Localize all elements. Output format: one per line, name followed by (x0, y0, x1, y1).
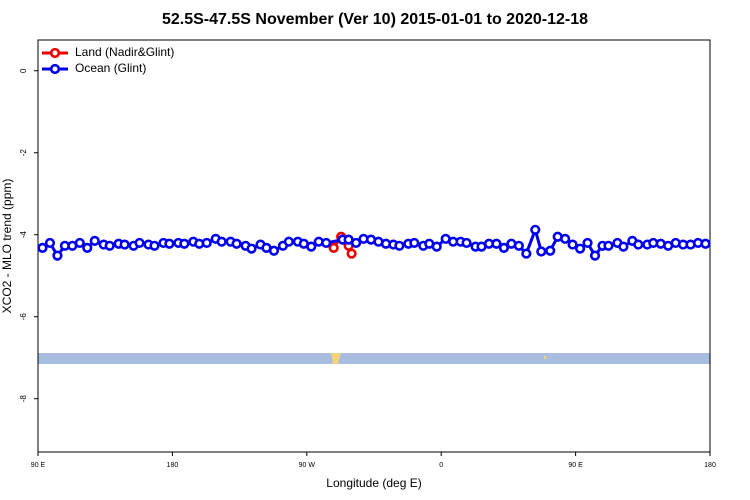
data-point (582, 237, 593, 249)
data-point (119, 239, 130, 250)
land-patch (331, 353, 341, 364)
data-point (521, 248, 532, 259)
y-tick-label: -4 (19, 231, 28, 239)
y-tick-label: 0 (19, 68, 28, 73)
y-axis-label: XCO2 - MLO trend (ppm) (0, 179, 14, 314)
legend-marker (49, 47, 61, 59)
x-tick-label: 90 E (568, 462, 583, 469)
data-point (328, 242, 339, 253)
x-axis-label: Longitude (deg E) (326, 476, 421, 490)
data-point (52, 250, 63, 261)
data-point (545, 245, 556, 256)
data-point (530, 224, 541, 235)
land-patch (544, 356, 546, 359)
data-point (283, 236, 294, 247)
x-tick-label: 180 (167, 462, 179, 469)
data-point (560, 233, 571, 244)
data-point (700, 238, 711, 249)
data-point (461, 237, 472, 249)
x-tick-label: 90 E (31, 462, 46, 469)
data-point (394, 240, 405, 251)
data-point (633, 239, 644, 250)
data-point (201, 237, 212, 249)
data-point (44, 237, 56, 249)
data-point (513, 240, 524, 251)
data-point (134, 237, 145, 249)
data-point (589, 250, 601, 261)
y-tick-label: -6 (19, 313, 28, 321)
data-point (246, 243, 257, 254)
data-point (306, 241, 317, 252)
data-point (618, 241, 629, 252)
y-tick-label: -2 (19, 149, 28, 157)
data-point (179, 238, 190, 249)
data-point (491, 238, 502, 249)
land-strip (38, 353, 710, 364)
data-point (431, 241, 442, 252)
data-point (498, 242, 510, 253)
data-point (37, 242, 48, 253)
x-tick-label: 90 W (299, 462, 316, 469)
data-point (346, 248, 357, 259)
legend-label: Land (Nadir&Glint) (75, 45, 174, 59)
data-point (149, 240, 160, 251)
x-tick-label: 0 (439, 462, 443, 469)
data-point (82, 242, 93, 253)
data-point (268, 245, 280, 256)
data-point (409, 237, 420, 249)
data-point (164, 238, 175, 249)
data-point (321, 237, 332, 249)
data-point (574, 243, 586, 254)
data-point (567, 239, 578, 250)
data-point (216, 236, 227, 247)
data-point (536, 246, 547, 257)
chart-title: 52.5S-47.5S November (Ver 10) 2015-01-01… (162, 11, 588, 28)
x-tick-label: 180 (704, 462, 716, 469)
legend-label: Ocean (Glint) (75, 61, 146, 75)
data-point (74, 237, 85, 249)
data-point (231, 238, 242, 249)
data-point (350, 237, 362, 249)
legend-marker (49, 63, 61, 75)
data-point (89, 235, 100, 246)
data-point (603, 240, 614, 251)
y-tick-label: -8 (19, 395, 28, 403)
data-point (104, 240, 115, 251)
